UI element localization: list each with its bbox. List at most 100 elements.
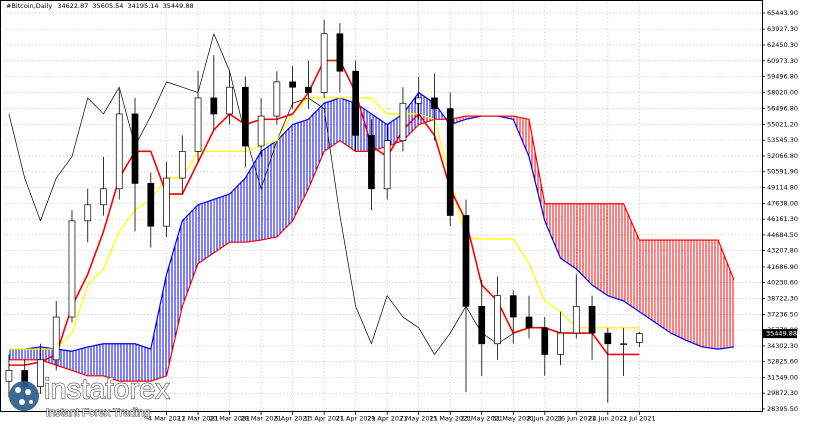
cloud-segment — [607, 203, 624, 301]
chikou-line — [8, 33, 514, 355]
candle-body — [494, 295, 501, 345]
cloud-segment — [450, 116, 466, 125]
y-tick-label: 56496.80 — [767, 105, 798, 113]
cloud-segment — [166, 220, 183, 376]
y-tick-label: 31349.00 — [767, 373, 798, 381]
cloud-segment — [103, 343, 120, 382]
x-tick-label: 4 Mar 2021 — [148, 415, 185, 423]
y-tick-label: 44684.50 — [767, 231, 798, 239]
candle-body — [115, 113, 123, 190]
y-tick-label: 65443.90 — [767, 9, 798, 17]
y-tick-label: 28395.50 — [767, 405, 798, 413]
cloud-segment — [371, 113, 388, 152]
x-tick-label: 2 Jul 2021 — [623, 415, 656, 423]
x-tick-label: 5 Apr 2021 — [275, 415, 311, 423]
cloud-segment — [182, 204, 199, 307]
x-tick-label: 13 Apr 2021 — [304, 415, 344, 423]
logo-dot — [25, 389, 31, 395]
cloud-segment — [623, 203, 640, 312]
candle-body — [478, 305, 486, 345]
cloud-segment — [670, 240, 687, 341]
x-tick-label: 20 Mar 2021 — [209, 415, 250, 423]
candle-body — [241, 86, 249, 147]
candle-body — [572, 305, 580, 334]
candle-body — [178, 151, 186, 179]
candle-body — [383, 140, 391, 190]
y-tick-label: 60973.30 — [767, 57, 798, 65]
cloud-segment — [198, 199, 214, 264]
y-tick-label: 34302.30 — [767, 342, 798, 350]
cloud-segment — [655, 240, 671, 334]
header-open: 34622.87 — [57, 2, 88, 10]
x-tick-label: 12 Mar 2021 — [177, 415, 218, 423]
cloud-segment — [87, 343, 104, 376]
candle-body — [68, 220, 76, 318]
candle-body — [431, 97, 438, 109]
cloud — [8, 92, 734, 382]
candle-body — [620, 343, 627, 345]
candle-body — [100, 188, 107, 206]
cloud-segment — [324, 97, 340, 152]
x-tick-label: 15 May 2021 — [429, 415, 471, 423]
candle-body — [462, 215, 470, 307]
cloud-segment — [71, 346, 88, 376]
y-tick-label: 46161.30 — [767, 215, 798, 223]
x-tick-label: 21 Apr 2021 — [336, 415, 376, 423]
y-tick-label: 59496.80 — [767, 73, 798, 81]
watermark: instaforex Instant Forex Trading — [9, 373, 171, 419]
x-tick-label: 8 Jun 2021 — [527, 415, 562, 423]
y-tick-label: 32825.60 — [767, 358, 798, 366]
y-tick-label: 43207.80 — [767, 247, 798, 255]
y-tick-label: 40230.60 — [767, 278, 798, 286]
y-tick-label: 58020.00 — [767, 88, 798, 96]
price-tag-label: 35449.88 — [766, 330, 797, 338]
price-tag — [763, 329, 797, 339]
candle-body — [352, 70, 360, 136]
x-tick-label: 31 May 2021 — [492, 415, 534, 423]
x-tick-label: 28 Mar 2021 — [240, 415, 281, 423]
axes: 65443.90 63927.30 62450.30 60973.30 59496.80… — [148, 9, 798, 423]
cloud-segment — [560, 203, 577, 269]
candle-body — [226, 86, 233, 115]
header-close: 35449.88 — [163, 2, 194, 10]
candle-body — [163, 177, 170, 227]
candle-body — [541, 327, 549, 355]
cloud-segment — [119, 343, 136, 382]
cloud-segment — [308, 103, 325, 189]
logo-dot — [15, 387, 21, 393]
y-tick-label: 62450.30 — [767, 41, 798, 49]
y-tick-label: 55021.20 — [767, 120, 798, 128]
cloud-segment — [544, 203, 561, 259]
candle-body — [210, 97, 218, 115]
candle-body — [5, 370, 13, 382]
candle-body — [415, 97, 423, 104]
chart-title: #Bitcoin,Daily — [6, 2, 52, 10]
candle-body — [52, 316, 60, 361]
cloud-segment — [639, 240, 656, 323]
y-tick-label: 53545.30 — [767, 136, 798, 144]
cloud-segment — [576, 203, 593, 285]
header-low: 34195.14 — [128, 2, 159, 10]
candle-body — [446, 108, 454, 216]
candle-body — [509, 295, 517, 318]
plot-border — [0, 0, 763, 412]
candle-body — [525, 316, 533, 329]
cloud-segment — [8, 349, 25, 360]
cloud-segment — [276, 124, 293, 237]
candle-body — [604, 332, 612, 345]
y-tick-label: 47638.00 — [767, 199, 798, 207]
cloud-segment — [245, 151, 262, 243]
indicator-lines — [8, 33, 735, 382]
watermark-text: instaforex — [44, 374, 170, 406]
y-tick-label: 63927.30 — [767, 25, 798, 33]
cloud-segment — [213, 194, 230, 253]
candle-body — [37, 359, 44, 387]
candles — [5, 19, 643, 405]
y-tick-label: 50591.90 — [767, 168, 798, 176]
x-tick-label: 23 May 2021 — [461, 415, 503, 423]
span_a-line — [8, 91, 734, 352]
cloud-segment — [529, 119, 545, 221]
cloud-segment — [592, 203, 608, 296]
